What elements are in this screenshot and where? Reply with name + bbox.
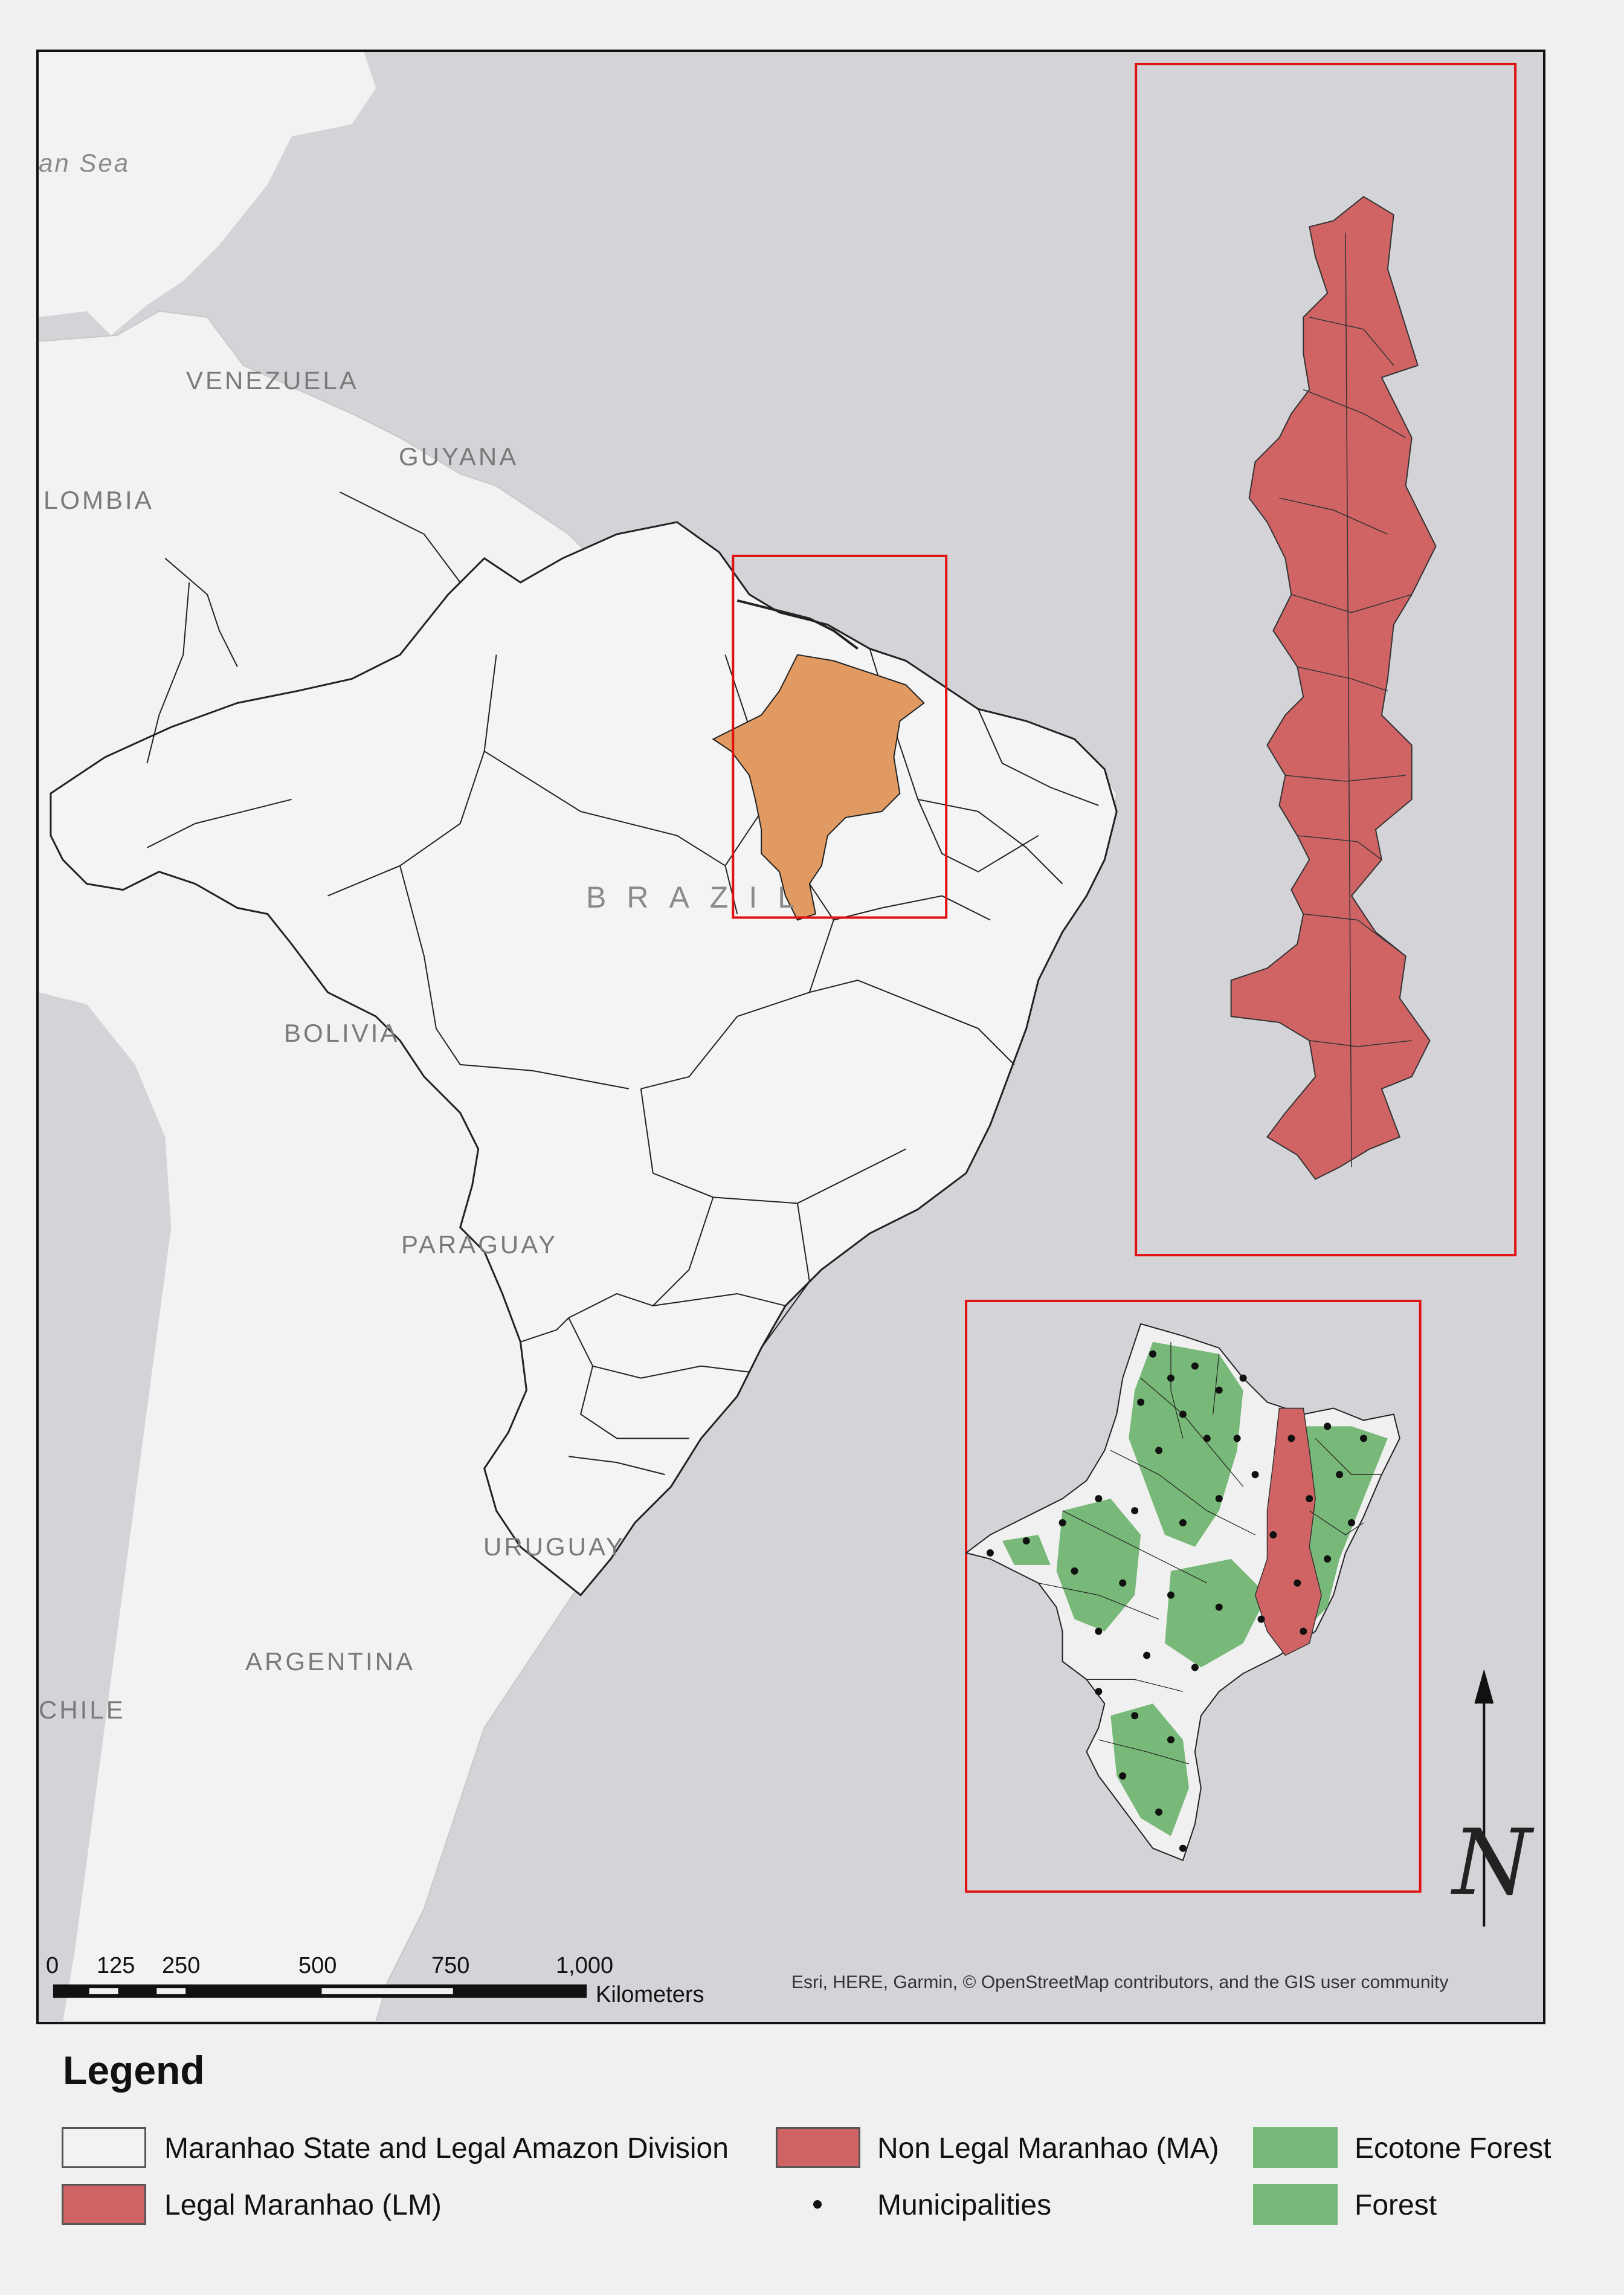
scale-tick-250: 250 (162, 1953, 201, 1978)
scale-tick-125: 125 (97, 1953, 135, 1978)
argentina-label: ARGENTINA (245, 1647, 416, 1676)
scale-bar (53, 1984, 587, 1998)
maranhao-highlight (712, 654, 925, 921)
legal-maranhao-strip (1230, 196, 1437, 1180)
south-america-land (39, 52, 376, 335)
legend-label-non-legal-maranhao: Non Legal Maranhao (MA) (877, 2132, 1219, 2164)
legend-swatch-forest (1253, 2184, 1338, 2225)
guyana-label: GUYANA (399, 442, 519, 471)
legend-label-forest: Forest (1355, 2189, 1437, 2221)
legend-label-state-division: Maranhao State and Legal Amazon Division (164, 2132, 729, 2164)
pacific-shade (39, 992, 172, 2022)
north-arrow-letter: N (1452, 1810, 1532, 1916)
legend-title: Legend (63, 2048, 205, 2093)
legend-label-legal-maranhao: Legal Maranhao (LM) (164, 2189, 442, 2221)
scale-tick-0: 0 (46, 1953, 59, 1978)
chile-label: CHILE (39, 1696, 126, 1724)
scale-tick-500: 500 (298, 1953, 337, 1978)
legend-label-municipalities: Municipalities (877, 2189, 1052, 2221)
sea-label: an Sea (39, 149, 130, 177)
bolivia-label: BOLIVIA (284, 1019, 400, 1047)
north-arrow (1474, 1669, 1494, 1927)
inset-municipality-borders (1038, 1341, 1382, 1764)
scale-tick-750: 750 (431, 1953, 470, 1978)
uruguay-label: URUGUAY (483, 1532, 625, 1561)
paraguay-label: PARAGUAY (401, 1230, 558, 1259)
legend-label-ecotone-forest: Ecotone Forest (1355, 2132, 1552, 2164)
maranhao-locator-frame (732, 554, 948, 919)
colombia-label: LOMBIA (44, 486, 154, 514)
legal-maranhao-divisions (1279, 233, 1412, 1167)
country-borders (146, 491, 461, 848)
brazil-label: BRAZIL (586, 880, 816, 914)
legend-swatch-legal-maranhao (62, 2184, 146, 2225)
map-frame: an Sea VENEZUELA GUYANA LOMBIA BRAZIL BO… (36, 50, 1545, 2024)
scale-tick-1000: 1,000 (556, 1953, 614, 1978)
legend-symbol-municipalities (813, 2200, 822, 2209)
attribution-text: Esri, HERE, Garmin, © OpenStreetMap cont… (791, 1972, 1449, 1992)
main-map (39, 52, 1543, 2022)
legend-swatch-ecotone-forest (1253, 2127, 1338, 2168)
venezuela-label: VENEZUELA (186, 366, 359, 395)
legend-swatch-non-legal-maranhao (776, 2127, 860, 2168)
inset-legal-maranhao-band (1254, 1407, 1322, 1656)
scale-unit: Kilometers (596, 1982, 704, 2007)
municipality-points (986, 1350, 1367, 1852)
legend-swatch-state-division (62, 2127, 146, 2168)
maranhao-coast (736, 599, 859, 650)
